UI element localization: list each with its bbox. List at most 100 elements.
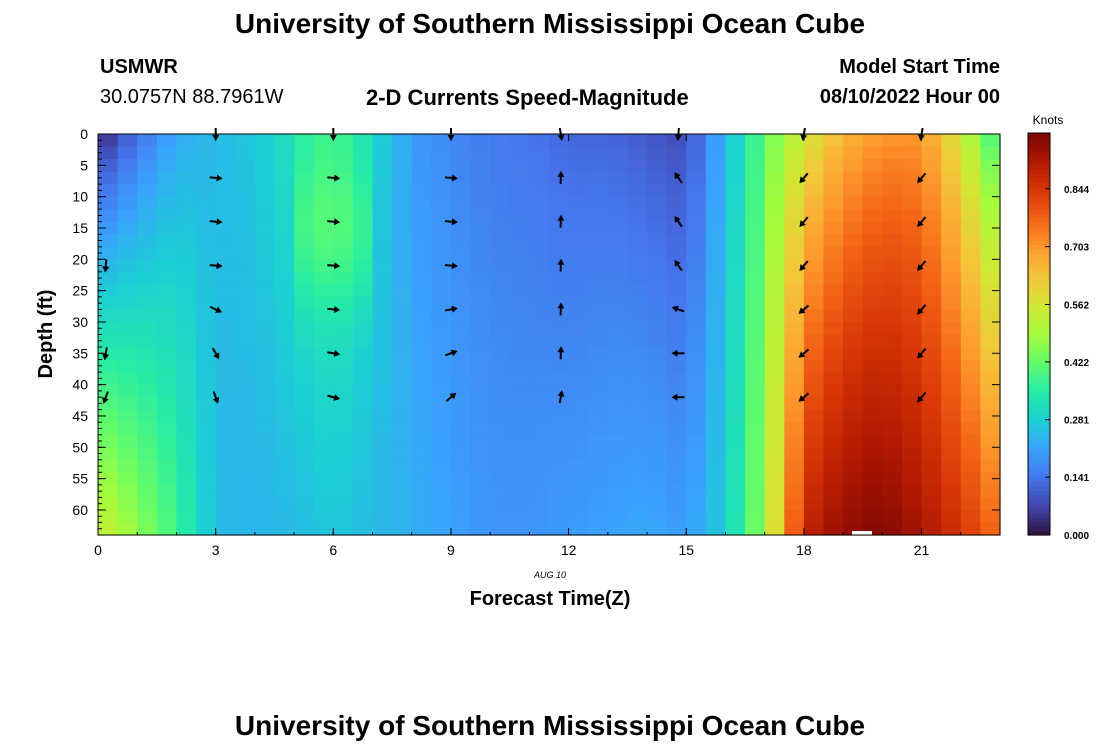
heatmap-cell — [509, 271, 530, 285]
heatmap-cell — [470, 422, 491, 436]
colorbar-tick-label: 0.000 — [1064, 531, 1089, 542]
heatmap-cell — [411, 347, 432, 361]
heatmap-cell — [666, 472, 687, 486]
heatmap-cell — [823, 484, 844, 499]
heatmap-cell — [921, 234, 942, 248]
heatmap-cell — [196, 409, 217, 423]
heatmap-cell — [294, 434, 315, 448]
heatmap-cell — [137, 259, 158, 273]
heatmap-cell — [137, 334, 158, 348]
heatmap-cell — [843, 497, 864, 511]
heatmap-cell — [196, 259, 217, 273]
heatmap-cell — [803, 484, 825, 499]
colorbar-segment — [1028, 392, 1050, 398]
heatmap-cell — [882, 209, 903, 223]
heatmap-cell — [784, 409, 805, 423]
heatmap-cell — [647, 434, 668, 448]
heatmap-cell — [764, 459, 785, 473]
heatmap-cell — [647, 134, 668, 148]
heatmap-cell — [843, 397, 864, 411]
heatmap-cell — [784, 271, 805, 285]
current-vector — [674, 127, 682, 141]
heatmap-cell — [980, 209, 1001, 223]
heatmap-cell — [137, 497, 158, 511]
heatmap-cell — [764, 221, 785, 235]
heatmap-cell — [588, 271, 609, 285]
heatmap-cell — [764, 146, 785, 160]
heatmap-cell — [509, 447, 530, 461]
heatmap-cell — [862, 309, 883, 323]
heatmap-cell — [686, 221, 707, 235]
heatmap-cell — [392, 146, 413, 160]
colorbar-segment — [1028, 485, 1050, 491]
heatmap-cell — [156, 321, 178, 336]
heatmap-cell — [176, 196, 197, 210]
heatmap-cell — [803, 522, 825, 536]
heatmap-cell — [117, 509, 138, 524]
heatmap-cell — [549, 397, 570, 411]
heatmap-cell — [764, 409, 785, 423]
heatmap-cell — [176, 271, 197, 285]
heatmap-cell — [745, 334, 766, 348]
heatmap-cell — [411, 209, 432, 223]
heatmap-cell — [235, 522, 256, 536]
heatmap-cell — [745, 472, 766, 486]
heatmap-cell — [254, 472, 276, 486]
heatmap-cell — [117, 384, 138, 398]
heatmap-cell — [98, 509, 119, 524]
heatmap-cell — [529, 196, 550, 210]
heatmap-cell — [313, 146, 334, 160]
heatmap-cell — [745, 184, 766, 198]
heatmap-cell — [137, 484, 158, 499]
heatmap-cell — [882, 221, 903, 235]
heatmap-cell — [352, 209, 374, 223]
heatmap-cell — [705, 334, 727, 348]
colorbar-tick-label: 0.562 — [1064, 300, 1089, 311]
heatmap-cell — [411, 372, 432, 386]
heatmap-cell — [372, 159, 393, 173]
heatmap-cell — [235, 209, 256, 223]
heatmap-cell — [196, 397, 217, 411]
heatmap-cell — [627, 359, 648, 373]
heatmap-cell — [333, 397, 354, 411]
heatmap-cell — [352, 509, 374, 524]
heatmap-cell — [372, 472, 393, 486]
heatmap-cell — [117, 221, 138, 235]
heatmap-cell — [450, 171, 472, 185]
heatmap-cell — [392, 359, 413, 373]
heatmap-cell — [156, 234, 178, 248]
heatmap-cell — [372, 134, 393, 148]
heatmap-cell — [980, 459, 1001, 473]
heatmap-cell — [568, 522, 589, 536]
heatmap-cell — [666, 397, 687, 411]
heatmap-cell — [98, 459, 119, 473]
heatmap-cell — [862, 484, 883, 499]
heatmap-cell — [745, 397, 766, 411]
heatmap-cell — [980, 284, 1001, 298]
heatmap-cell — [156, 284, 178, 298]
heatmap-cell — [588, 334, 609, 348]
heatmap-cell — [117, 497, 138, 511]
vector-head — [213, 352, 220, 360]
heatmap-cell — [647, 196, 668, 210]
heatmap-cell — [823, 497, 844, 511]
current-vector — [327, 394, 341, 401]
heatmap-cell — [352, 372, 374, 386]
heatmap-cell — [960, 434, 981, 448]
heatmap-cell — [745, 447, 766, 461]
heatmap-cell — [372, 209, 393, 223]
heatmap-cell — [509, 146, 530, 160]
heatmap-cell — [803, 472, 825, 486]
heatmap-cell — [705, 159, 727, 173]
heatmap-cell — [882, 196, 903, 210]
heatmap-cell — [156, 397, 178, 411]
heatmap-cell — [411, 196, 432, 210]
heatmap-cell — [137, 171, 158, 185]
heatmap-cell — [941, 271, 962, 285]
heatmap-cell — [431, 321, 452, 336]
heatmap-cell — [411, 334, 432, 348]
heatmap-cell — [372, 447, 393, 461]
colorbar-segment — [1028, 155, 1050, 161]
heatmap-cell — [509, 434, 530, 448]
heatmap-cell — [686, 284, 707, 298]
